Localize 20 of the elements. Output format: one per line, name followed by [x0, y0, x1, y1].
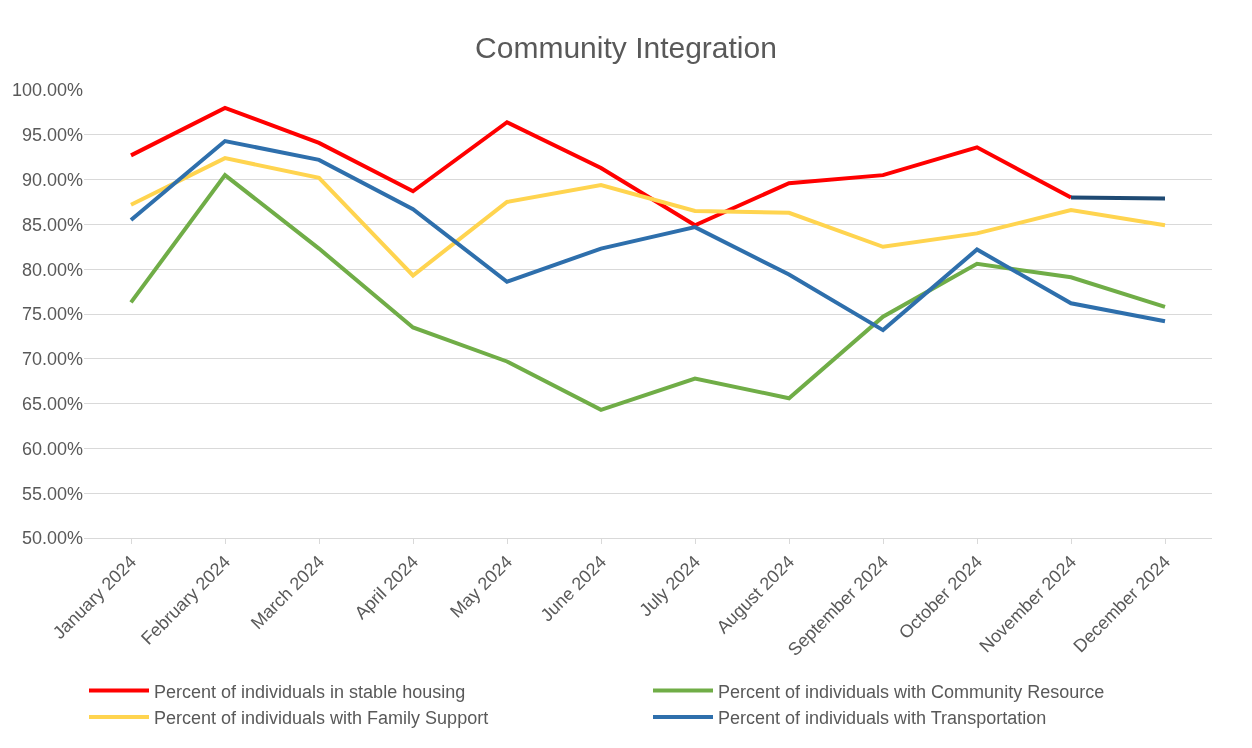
line-series [129, 139, 1167, 333]
line-series [129, 105, 1073, 228]
y-tick-label: 80.00% [21, 259, 83, 280]
y-tick-label: 65.00% [21, 393, 83, 414]
y-tick-label: 85.00% [21, 214, 83, 235]
y-tick-label: 75.00% [21, 304, 83, 325]
legend-label: Percent of individuals with Family Support [154, 708, 489, 729]
chart-title: Community Integration [475, 31, 777, 65]
legend-label: Percent of individuals with Transportation [718, 708, 1047, 729]
line-series [129, 173, 1167, 412]
legend-label: Percent of individuals with Community Resource [718, 681, 1105, 702]
legend-label: Percent of individuals in stable housing [154, 681, 466, 702]
y-tick-label: 100.00% [11, 80, 83, 101]
y-tick-label: 95.00% [21, 125, 83, 146]
y-tick-label: 70.00% [21, 349, 83, 370]
y-tick-label: 90.00% [21, 169, 83, 190]
y-tick-label: 55.00% [21, 483, 83, 504]
y-tick-label: 60.00% [21, 438, 83, 459]
y-tick-label: 50.00% [21, 528, 83, 549]
line-series [129, 156, 1167, 278]
